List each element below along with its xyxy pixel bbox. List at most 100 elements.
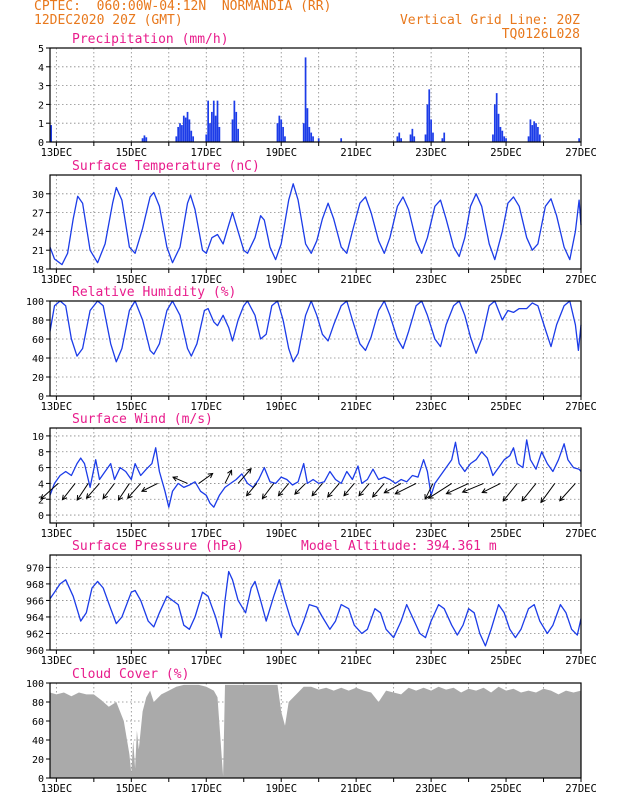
precip-bar-17 xyxy=(211,111,213,142)
wind-arrow-18 xyxy=(343,483,355,497)
precip-bar-4 xyxy=(175,136,178,142)
precip-bar-42 xyxy=(409,134,412,142)
y-tick-label: 962 xyxy=(26,629,44,640)
wind-series-line xyxy=(49,439,582,508)
x-tick-label: 21DEC xyxy=(340,783,372,795)
x-tick-label: 25DEC xyxy=(490,401,522,413)
x-tick-label: 23DEC xyxy=(415,274,447,286)
y-tick-label: 20 xyxy=(32,755,44,766)
x-tick-label: 13DEC xyxy=(41,655,73,667)
temperature-frame xyxy=(49,174,582,270)
pressure-series-line xyxy=(49,570,582,647)
precip-bar-35 xyxy=(310,132,313,142)
precip-bar-65 xyxy=(537,126,539,142)
precip-bar-44 xyxy=(413,136,416,142)
wind-arrow-22 xyxy=(394,482,417,495)
x-tick-label: 15DEC xyxy=(116,783,148,795)
precip-bar-56 xyxy=(499,126,502,142)
wind-arrow-1 xyxy=(61,483,76,501)
y-tick-label: 80 xyxy=(32,316,44,327)
humidity-frame xyxy=(49,300,582,397)
precip-bar-23 xyxy=(233,100,236,142)
x-tick-label: 15DEC xyxy=(116,274,148,286)
cloud-title: Cloud Cover (%) xyxy=(72,667,189,682)
x-tick-label: 19DEC xyxy=(265,401,297,413)
precip-bar-45 xyxy=(424,134,427,142)
precip-bar-59 xyxy=(505,138,507,142)
y-tick-label: 0 xyxy=(38,774,44,785)
y-tick-label: 6 xyxy=(38,464,44,475)
wind-arrow-30 xyxy=(540,483,556,504)
panel-humidity: 0 20 40 60 80 100 13DEC 15DEC 17DEC 19DEC 21DEC 23D… xyxy=(26,285,597,413)
y-tick-label: 970 xyxy=(26,563,44,574)
y-tick-label: 100 xyxy=(26,679,44,690)
y-tick-label: 3 xyxy=(38,82,44,93)
wind-arrow-28 xyxy=(502,483,518,502)
y-tick-label: 80 xyxy=(32,698,44,709)
wind-title: Surface Wind (m/s) xyxy=(72,412,213,427)
wind-arrow-29 xyxy=(521,483,537,502)
x-tick-label: 19DEC xyxy=(265,528,297,540)
y-tick-label: 2 xyxy=(38,495,44,506)
x-tick-label: 27DEC xyxy=(565,274,597,286)
y-tick-label: 4 xyxy=(38,63,44,74)
precip-bar-61 xyxy=(529,119,532,142)
wind-arrow-25 xyxy=(445,482,469,495)
wind-arrow-27 xyxy=(481,482,501,494)
wind-arrow-13 xyxy=(261,483,275,500)
wind-arrow-12 xyxy=(245,483,258,497)
precip-bar-19 xyxy=(214,115,217,142)
precip-bar-57 xyxy=(501,130,504,142)
wind-arrow-17 xyxy=(326,483,340,498)
humidity-title: Relative Humidity (%) xyxy=(72,285,236,300)
precip-bar-52 xyxy=(492,134,494,142)
precip-bar-3 xyxy=(145,137,148,142)
cloud-area xyxy=(50,684,581,778)
x-tick-label: 19DEC xyxy=(265,274,297,286)
y-tick-label: 100 xyxy=(26,297,44,308)
wind-arrow-16 xyxy=(311,483,323,497)
x-tick-label: 27DEC xyxy=(565,147,597,159)
x-tick-label: 13DEC xyxy=(41,783,73,795)
x-tick-label: 13DEC xyxy=(41,401,73,413)
x-tick-label: 25DEC xyxy=(490,528,522,540)
precip-bar-27 xyxy=(278,115,281,142)
x-tick-label: 23DEC xyxy=(415,147,447,159)
y-tick-label: 5 xyxy=(38,44,44,55)
wind-arrow-23 xyxy=(424,483,434,501)
temperature-title: Surface Temperature (nC) xyxy=(72,159,260,174)
x-tick-label: 21DEC xyxy=(340,147,372,159)
wind-arrow-19 xyxy=(358,483,370,497)
precip-bar-38 xyxy=(340,138,343,142)
precip-bar-43 xyxy=(411,128,414,142)
header-grid-line: Vertical Grid Line: 20Z xyxy=(399,13,580,28)
precip-bar-48 xyxy=(430,119,432,142)
precip-bar-28 xyxy=(280,119,283,142)
precip-bar-32 xyxy=(304,57,307,142)
precip-bar-64 xyxy=(535,123,537,142)
precip-bar-7 xyxy=(181,125,183,142)
y-tick-label: 4 xyxy=(38,479,44,490)
x-tick-label: 21DEC xyxy=(340,401,372,413)
header-location: CPTEC: 060:00W-04:12N NORMANDIA (RR) xyxy=(34,0,332,14)
wind-arrow-15 xyxy=(294,483,306,495)
x-tick-label: 23DEC xyxy=(415,401,447,413)
pressure-model-altitude: Model Altitude: 394.361 m xyxy=(301,539,497,554)
y-tick-label: 60 xyxy=(32,717,44,728)
y-tick-label: 60 xyxy=(32,335,44,346)
header-code: TQ0126L028 xyxy=(501,27,580,42)
wind-arrow-2 xyxy=(76,483,89,501)
y-tick-label: 0 xyxy=(38,392,44,403)
precip-bar-55 xyxy=(497,113,500,142)
precip-frame xyxy=(49,47,582,143)
precip-bar-54 xyxy=(495,93,498,142)
wind-arrow-20 xyxy=(371,483,385,498)
x-tick-label: 17DEC xyxy=(190,147,222,159)
precip-bar-24 xyxy=(235,111,238,142)
panel-pressure: 960 962 964 966 968 970 13DEC 15DEC 17DEC 19DEC 21… xyxy=(26,539,597,667)
x-tick-label: 27DEC xyxy=(565,528,597,540)
precip-bar-1 xyxy=(141,138,144,142)
panel-temperature: 18 21 24 27 30 13DEC 15DEC 17DEC 19DEC 21DEC 23DEC… xyxy=(32,159,597,286)
precip-bar-58 xyxy=(503,136,506,142)
x-tick-label: 21DEC xyxy=(340,655,372,667)
